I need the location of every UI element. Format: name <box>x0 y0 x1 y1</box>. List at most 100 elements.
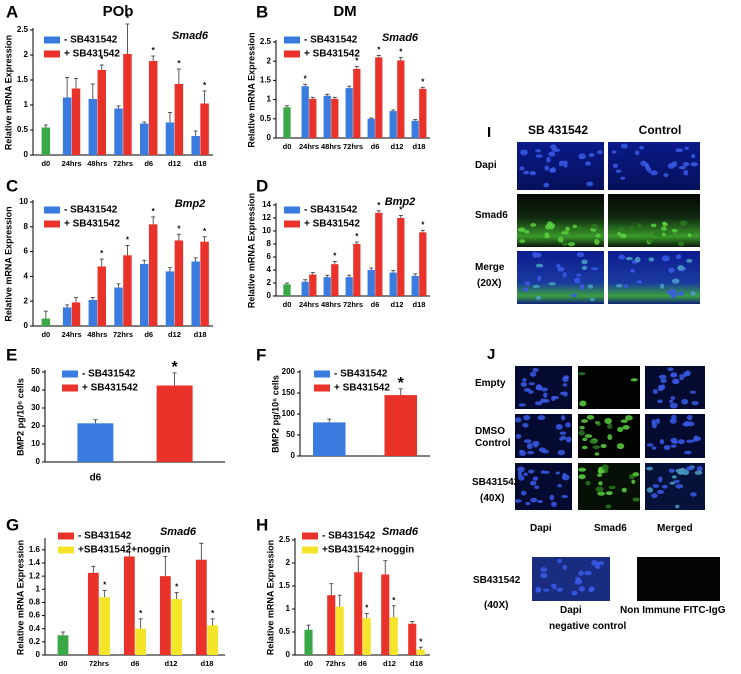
cell <box>597 473 602 477</box>
cell <box>589 439 598 444</box>
y-tick-label: 0 <box>291 451 296 460</box>
cell <box>557 236 564 243</box>
cell <box>548 151 556 157</box>
cell <box>650 170 658 176</box>
bar <box>331 264 339 296</box>
x-tick-label: 72hrs <box>89 659 109 668</box>
legend-swatch <box>314 384 330 392</box>
row-label: SB431542 <box>472 477 520 488</box>
y-tick-label: 0 <box>36 457 41 466</box>
cell <box>679 376 684 381</box>
bar <box>416 649 425 655</box>
legend-swatch <box>302 532 318 540</box>
error-bar <box>391 270 396 273</box>
cell <box>677 241 685 247</box>
cell <box>535 154 543 158</box>
cell <box>547 223 556 229</box>
significance: * <box>355 232 359 241</box>
legend-label: - SB431542 <box>334 369 388 380</box>
cell <box>528 382 535 386</box>
micrograph <box>517 251 604 304</box>
cell <box>669 481 676 485</box>
error-bar <box>210 618 215 626</box>
column-header: SB 431542 <box>528 123 588 137</box>
magnification: (20X) <box>477 278 502 289</box>
bar <box>165 271 175 326</box>
cell <box>575 576 580 580</box>
cell <box>656 489 665 494</box>
y-tick-label: 10 <box>31 439 40 448</box>
cell <box>523 170 530 175</box>
cell <box>581 445 588 450</box>
legend-swatch <box>314 370 330 378</box>
bar <box>408 623 417 655</box>
cell <box>647 237 654 244</box>
cell <box>681 398 689 405</box>
cell <box>604 418 612 424</box>
cell <box>677 439 685 445</box>
cell <box>561 415 566 421</box>
x-tick-label: 72hrs <box>113 330 133 339</box>
bar <box>41 127 51 155</box>
bar <box>123 255 132 326</box>
cell <box>676 291 685 296</box>
bar <box>301 86 309 138</box>
cell <box>635 150 640 156</box>
cell <box>525 501 531 506</box>
cell <box>646 443 654 447</box>
panel-letter: F <box>256 345 266 364</box>
cell <box>617 426 624 433</box>
cell <box>561 160 568 165</box>
error-bar <box>176 233 181 241</box>
cell <box>692 438 698 442</box>
x-tick-label: 24hrs <box>299 142 319 151</box>
bar <box>62 97 72 155</box>
cell <box>561 495 569 499</box>
error-bar <box>303 83 308 87</box>
y-tick-label: 1.5 <box>279 581 291 590</box>
bar <box>304 629 313 655</box>
y-tick-label: 14 <box>262 200 271 209</box>
cell <box>622 425 630 430</box>
bar <box>353 68 361 138</box>
error-bar <box>369 267 374 270</box>
row-label: Smad6 <box>475 210 508 221</box>
error-bar <box>65 77 70 98</box>
error-bar <box>174 592 179 600</box>
cell <box>517 470 522 477</box>
y-tick-label: 0 <box>267 133 272 142</box>
cell <box>620 143 628 149</box>
significance: * <box>365 604 369 613</box>
error-bar <box>167 112 172 123</box>
bar <box>41 318 51 326</box>
y-tick-label: 40 <box>31 385 40 394</box>
micrograph <box>578 366 640 409</box>
x-tick-label: d6 <box>358 659 367 668</box>
significance: * <box>203 81 207 90</box>
cell <box>534 485 540 490</box>
cell <box>517 475 525 481</box>
x-tick-label: d18 <box>201 659 214 668</box>
cell <box>617 231 622 236</box>
error-bar <box>202 90 207 104</box>
error-bar <box>93 419 98 424</box>
error-bar <box>420 86 425 89</box>
cell <box>667 367 674 372</box>
cell <box>596 150 603 155</box>
cell <box>544 165 550 171</box>
y-tick-label: 30 <box>31 403 40 412</box>
cell <box>663 173 669 178</box>
legend-swatch <box>284 206 300 214</box>
error-bar <box>125 23 130 54</box>
cell <box>608 485 616 490</box>
cell <box>565 422 571 428</box>
cell <box>592 445 601 449</box>
significance: * <box>355 57 359 66</box>
legend-swatch <box>62 384 78 392</box>
cell <box>616 443 625 450</box>
y-tick-label: 0.5 <box>17 125 29 134</box>
bar <box>375 57 383 138</box>
cell <box>563 391 568 397</box>
cell <box>659 439 665 445</box>
error-bar <box>125 244 130 256</box>
